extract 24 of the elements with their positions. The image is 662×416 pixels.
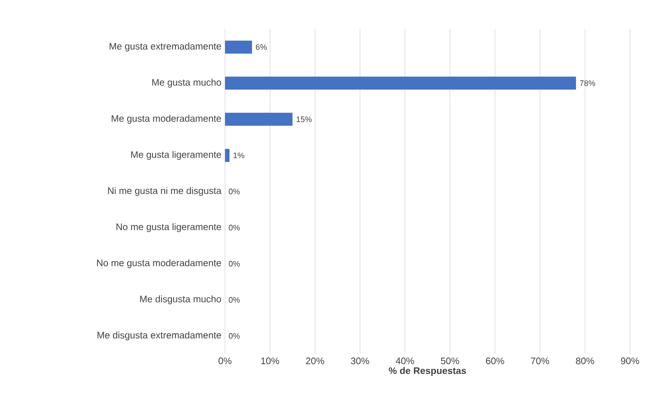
bar: [225, 40, 252, 54]
x-tick-label: 0%: [218, 358, 232, 364]
y-tick-label: Me disgusta extremadamente: [98, 332, 222, 340]
x-tick-label: 50%: [440, 358, 460, 364]
x-tick-label: 80%: [576, 358, 594, 364]
x-tick-label: 20%: [306, 358, 324, 364]
x-tick-label: 70%: [531, 358, 550, 364]
y-tick-label: Me disgusta mucho: [140, 295, 222, 304]
y-tick-label: Ni me gusta ni me disgusta: [108, 187, 222, 196]
x-tick-label: 90%: [620, 358, 640, 364]
y-tick-label: Me gusta extremadamente: [110, 42, 222, 52]
bar: [225, 148, 230, 162]
x-tick-label: 40%: [396, 358, 414, 364]
bar: [225, 76, 576, 90]
x-tick-label: 30%: [350, 358, 370, 364]
y-tick-label: No me gusta ligeramente: [116, 223, 222, 232]
y-tick-label: Me gusta mucho: [152, 78, 222, 88]
y-tick-label: Me gusta ligeramente: [131, 150, 222, 160]
bar: [225, 112, 292, 126]
x-tick-label: 10%: [261, 358, 280, 364]
x-tick-label: 60%: [486, 358, 504, 364]
x-axis-title: % de Respuestas: [388, 367, 466, 376]
y-tick-label: No me gusta moderadamente: [97, 259, 222, 268]
y-tick-label: Me gusta moderadamente: [112, 114, 222, 124]
